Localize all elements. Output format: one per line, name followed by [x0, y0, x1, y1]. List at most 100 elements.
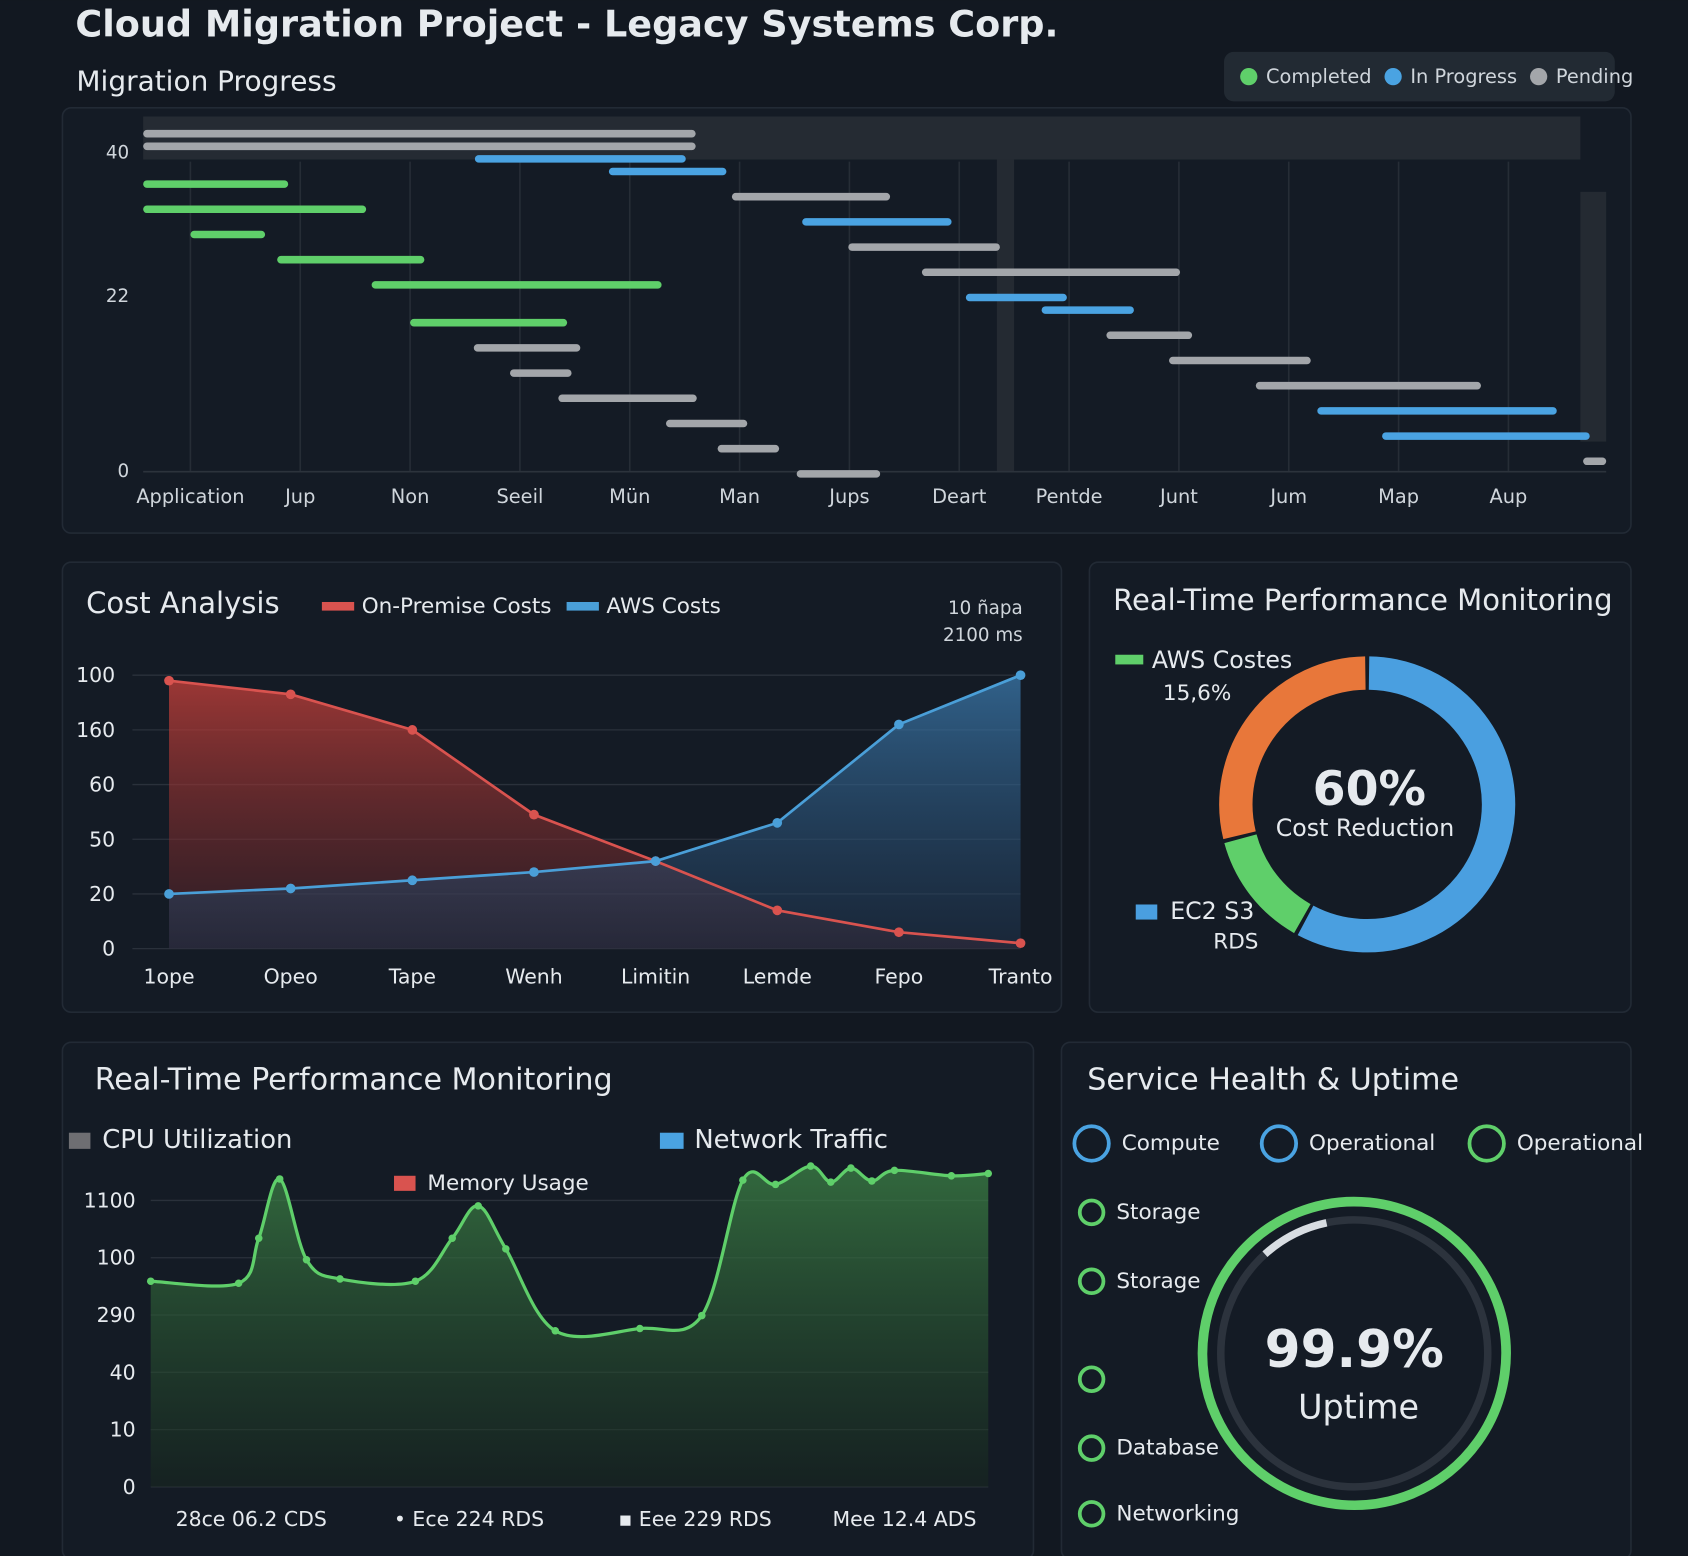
- status-icon: [1077, 1500, 1106, 1528]
- point: [275, 1175, 284, 1183]
- gauge-arc: [1197, 1196, 1512, 1511]
- band: [1580, 191, 1607, 442]
- y-tick-label: 40: [106, 143, 129, 164]
- y-tick-label: 160: [76, 718, 115, 742]
- donut-segment: [1224, 833, 1311, 934]
- task-bar: [277, 255, 425, 264]
- task-bar: [510, 369, 572, 377]
- x-tick-label: Junt: [1159, 485, 1198, 508]
- task-bar: [473, 344, 581, 352]
- legend-label: Completed: [1266, 65, 1372, 88]
- point: [890, 1166, 899, 1175]
- x-tick-label: Jum: [1269, 485, 1307, 508]
- legend-marker: [1530, 68, 1548, 86]
- point: [698, 1311, 706, 1320]
- y-tick-label: 50: [89, 827, 115, 851]
- y-tick-label: 0: [102, 937, 115, 961]
- point: [285, 689, 296, 700]
- legend-label: AWS Costs: [606, 594, 720, 619]
- point: [146, 1277, 155, 1285]
- legend-label: In Progress: [1410, 65, 1517, 88]
- task-bar: [965, 293, 1067, 302]
- band: [143, 116, 1581, 160]
- legend-swatch: [394, 1175, 416, 1191]
- point: [771, 1180, 780, 1189]
- x-tick-label: Jups: [828, 485, 869, 508]
- x-tick-label: Opeo: [264, 965, 318, 989]
- x-tick-label: Tape: [388, 965, 436, 989]
- page-title: Cloud Migration Project - Legacy Systems…: [75, 2, 1058, 45]
- task-bar: [190, 230, 266, 239]
- status-icon: [1077, 1198, 1106, 1227]
- point: [1015, 938, 1026, 949]
- status-icon: [1077, 1267, 1106, 1296]
- task-bar: [608, 167, 727, 176]
- point: [336, 1275, 344, 1283]
- point: [947, 1172, 956, 1180]
- area-fill: [150, 1166, 989, 1487]
- annotation: 2100 ms: [943, 625, 1023, 646]
- x-tick-label: Pentde: [1036, 485, 1103, 508]
- task-bar: [558, 394, 697, 403]
- center-label: Cost Reduction: [1276, 814, 1455, 842]
- x-tick-label: 1ope: [143, 965, 194, 989]
- point: [827, 1178, 835, 1186]
- status-label: Networking: [1116, 1501, 1239, 1526]
- chart-title: Real-Time Performance Monitoring: [1113, 583, 1612, 617]
- point: [636, 1324, 644, 1333]
- point: [739, 1176, 747, 1184]
- task-bar: [731, 192, 891, 201]
- x-tick-label: ▪ Eee 229 RDS: [618, 1507, 771, 1531]
- status-label: Operational: [1517, 1131, 1643, 1156]
- x-tick-label: Mün: [609, 485, 650, 508]
- point: [474, 1202, 482, 1210]
- point: [234, 1279, 243, 1287]
- y-tick-label: 10: [110, 1418, 136, 1442]
- x-tick-label: Wenh: [505, 965, 563, 989]
- line: [168, 673, 1022, 896]
- status-label: Compute: [1122, 1131, 1220, 1156]
- point: [164, 889, 174, 899]
- x-tick-label: Fepo: [875, 965, 924, 989]
- task-bar: [1041, 306, 1134, 314]
- x-tick-label: Lemde: [743, 965, 812, 989]
- status-label: Storage: [1116, 1269, 1200, 1294]
- chart-title: Real-Time Performance Monitoring: [95, 1062, 613, 1097]
- x-tick-label: Mee 12.4 ADS: [833, 1507, 977, 1531]
- point: [529, 809, 539, 820]
- task-bar: [1169, 356, 1311, 365]
- x-tick-label: Tranto: [988, 965, 1053, 989]
- point: [868, 1177, 876, 1185]
- uptime-value: 99.9%: [1265, 1320, 1444, 1380]
- legend-label: On-Premise Costs: [362, 594, 552, 619]
- status-icon: [1072, 1124, 1111, 1163]
- point: [894, 927, 904, 938]
- status-label: Database: [1116, 1436, 1219, 1461]
- legend-label: Memory Usage: [427, 1171, 588, 1196]
- legend-label: Pending: [1556, 65, 1633, 88]
- uptime-label: Uptime: [1298, 1388, 1419, 1427]
- task-bar: [921, 268, 1181, 277]
- point: [894, 719, 904, 730]
- status-icon: [1077, 1434, 1106, 1462]
- legend-swatch: [659, 1132, 684, 1149]
- task-bar: [1382, 432, 1590, 440]
- legend-box: [1224, 51, 1615, 102]
- area-fill: [169, 675, 1021, 949]
- legend-swatch: [1115, 654, 1144, 665]
- y-tick-label: 60: [89, 773, 115, 797]
- x-tick-label: Limitin: [621, 965, 690, 989]
- point: [502, 1245, 510, 1253]
- task-bar: [143, 205, 367, 214]
- task-bar: [1583, 457, 1607, 466]
- point: [984, 1169, 993, 1178]
- y-tick-label: 20: [89, 882, 115, 906]
- panel: [1088, 561, 1632, 1013]
- y-tick-label: 40: [110, 1360, 136, 1384]
- task-bar: [848, 243, 1000, 251]
- gauge-highlight: [1262, 1219, 1328, 1258]
- chart-title: Service Health & Uptime: [1087, 1062, 1459, 1097]
- task-bar: [717, 444, 780, 453]
- x-tick-label: Jup: [284, 485, 315, 508]
